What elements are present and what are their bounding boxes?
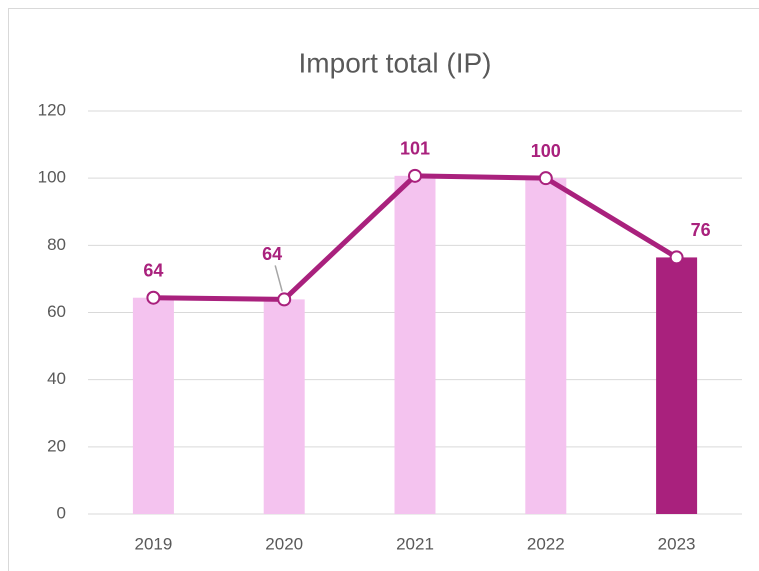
y-tick-label: 40 <box>47 369 66 388</box>
data-label: 100 <box>531 141 561 161</box>
bar <box>525 178 567 514</box>
line-marker <box>538 171 553 186</box>
data-label: 76 <box>691 220 711 240</box>
chart-frame <box>8 8 759 571</box>
bar <box>394 175 436 514</box>
x-tick-label: 2020 <box>265 534 303 553</box>
line-marker <box>146 290 161 305</box>
line-marker <box>277 292 292 307</box>
y-tick-label: 0 <box>57 503 66 522</box>
line-marker <box>408 168 422 183</box>
y-tick-label: 120 <box>38 100 66 119</box>
bar <box>263 299 305 514</box>
x-tick-label: 2019 <box>134 534 172 553</box>
data-label: 64 <box>143 260 163 280</box>
y-tick-label: 60 <box>47 302 66 321</box>
y-tick-label: 100 <box>38 168 66 187</box>
data-label: 64 <box>262 244 282 264</box>
y-tick-label: 80 <box>47 235 66 254</box>
line-marker <box>669 250 684 265</box>
y-tick-label: 20 <box>47 436 66 455</box>
data-label: 101 <box>400 139 430 159</box>
x-tick-label: 2021 <box>396 534 434 553</box>
leader-line <box>274 265 283 292</box>
x-tick-label: 2023 <box>658 534 696 553</box>
x-tick-label: 2022 <box>527 534 565 553</box>
bar <box>656 257 698 514</box>
chart-title: Import total (IP) <box>299 47 492 78</box>
bar <box>132 297 174 514</box>
